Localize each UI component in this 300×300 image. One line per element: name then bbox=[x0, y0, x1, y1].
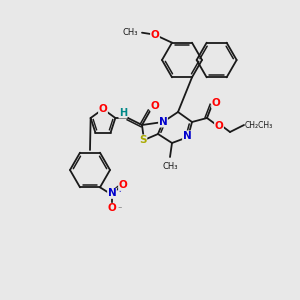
Text: CH₃: CH₃ bbox=[122, 28, 138, 37]
Text: +: + bbox=[116, 185, 122, 194]
Text: O: O bbox=[212, 98, 220, 108]
Text: O: O bbox=[118, 180, 127, 190]
Text: S: S bbox=[139, 135, 147, 145]
Text: O: O bbox=[151, 30, 159, 40]
Text: CH₂CH₃: CH₂CH₃ bbox=[245, 121, 273, 130]
Text: N: N bbox=[159, 117, 167, 127]
Text: N: N bbox=[183, 131, 191, 141]
Text: O: O bbox=[99, 104, 107, 114]
Text: O: O bbox=[214, 121, 224, 131]
Text: CH₃: CH₃ bbox=[162, 162, 178, 171]
Text: N: N bbox=[108, 188, 116, 198]
Text: ⁻: ⁻ bbox=[117, 205, 122, 214]
Text: O: O bbox=[151, 101, 159, 111]
Text: H: H bbox=[119, 108, 127, 118]
Text: O: O bbox=[108, 203, 116, 213]
